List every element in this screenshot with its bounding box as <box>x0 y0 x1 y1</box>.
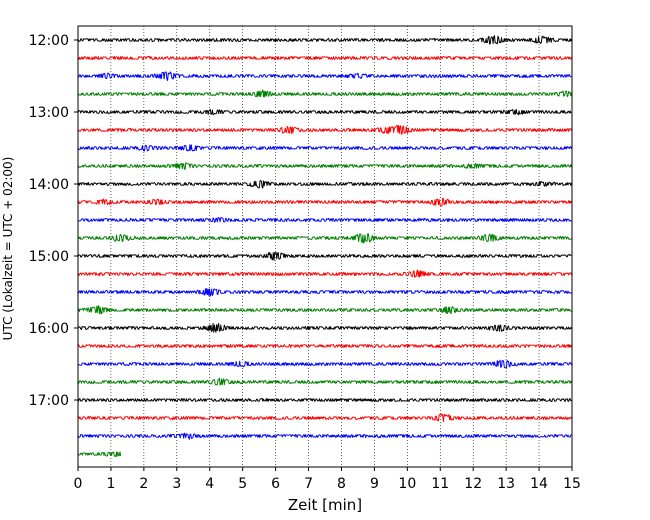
x-tick-label: 10 <box>398 476 416 492</box>
trace-1530 <box>77 287 572 297</box>
trace-1500 <box>77 251 572 261</box>
trace-1745 <box>77 451 122 458</box>
x-tick-label: 14 <box>530 476 548 492</box>
y-tick-label: 15:00 <box>29 249 69 265</box>
x-tick-label: 5 <box>238 476 247 492</box>
x-tick-label: 9 <box>370 476 379 492</box>
x-tick-label: 6 <box>271 476 280 492</box>
trace-1230 <box>77 71 572 81</box>
trace-1615 <box>77 343 572 349</box>
x-tick-label: 3 <box>172 476 181 492</box>
x-tick-label: 11 <box>431 476 449 492</box>
trace-1200 <box>77 35 572 45</box>
y-tick-label: 17:00 <box>29 393 69 409</box>
trace-1315 <box>77 124 572 135</box>
x-tick-label: 15 <box>563 476 581 492</box>
trace-1300 <box>77 108 572 116</box>
y-tick-label: 14:00 <box>29 177 69 193</box>
y-tick-label: 13:00 <box>29 105 69 121</box>
trace-1415 <box>77 197 572 207</box>
x-tick-label: 4 <box>205 476 214 492</box>
x-tick-label: 12 <box>464 476 482 492</box>
trace-1330 <box>77 144 572 152</box>
trace-1600 <box>77 322 572 333</box>
trace-1700 <box>77 397 572 403</box>
y-tick-label: 16:00 <box>29 321 69 337</box>
trace-1630 <box>77 359 572 369</box>
trace-1545 <box>77 305 572 315</box>
y-tick-label: 12:00 <box>29 33 69 49</box>
trace-1445 <box>77 233 572 244</box>
x-tick-label: 13 <box>497 476 515 492</box>
x-axis-label: Zeit [min] <box>288 496 362 514</box>
x-ticks: 0 1 2 3 4 5 6 7 8 9 10 11 12 13 14 15 <box>74 467 581 492</box>
trace-1645 <box>77 377 572 386</box>
x-tick-label: 7 <box>304 476 313 492</box>
trace-1245 <box>77 89 572 98</box>
x-tick-label: 1 <box>106 476 115 492</box>
trace-1730 <box>77 432 572 440</box>
x-tick-label: 2 <box>139 476 148 492</box>
trace-1515 <box>77 269 572 278</box>
x-tick-label: 8 <box>337 476 346 492</box>
trace-1400 <box>77 180 572 189</box>
x-tick-label: 0 <box>74 476 83 492</box>
trace-1430 <box>77 217 572 223</box>
trace-1345 <box>77 162 572 170</box>
y-ticks: 12:00 13:00 14:00 15:00 16:00 17:00 <box>29 33 78 409</box>
plot-frame <box>77 25 573 468</box>
trace-1715 <box>77 413 572 423</box>
y-axis-label: UTC (Lokalzeit = UTC + 02:00) <box>1 157 15 341</box>
trace-1215 <box>77 55 572 61</box>
traces <box>77 35 572 458</box>
